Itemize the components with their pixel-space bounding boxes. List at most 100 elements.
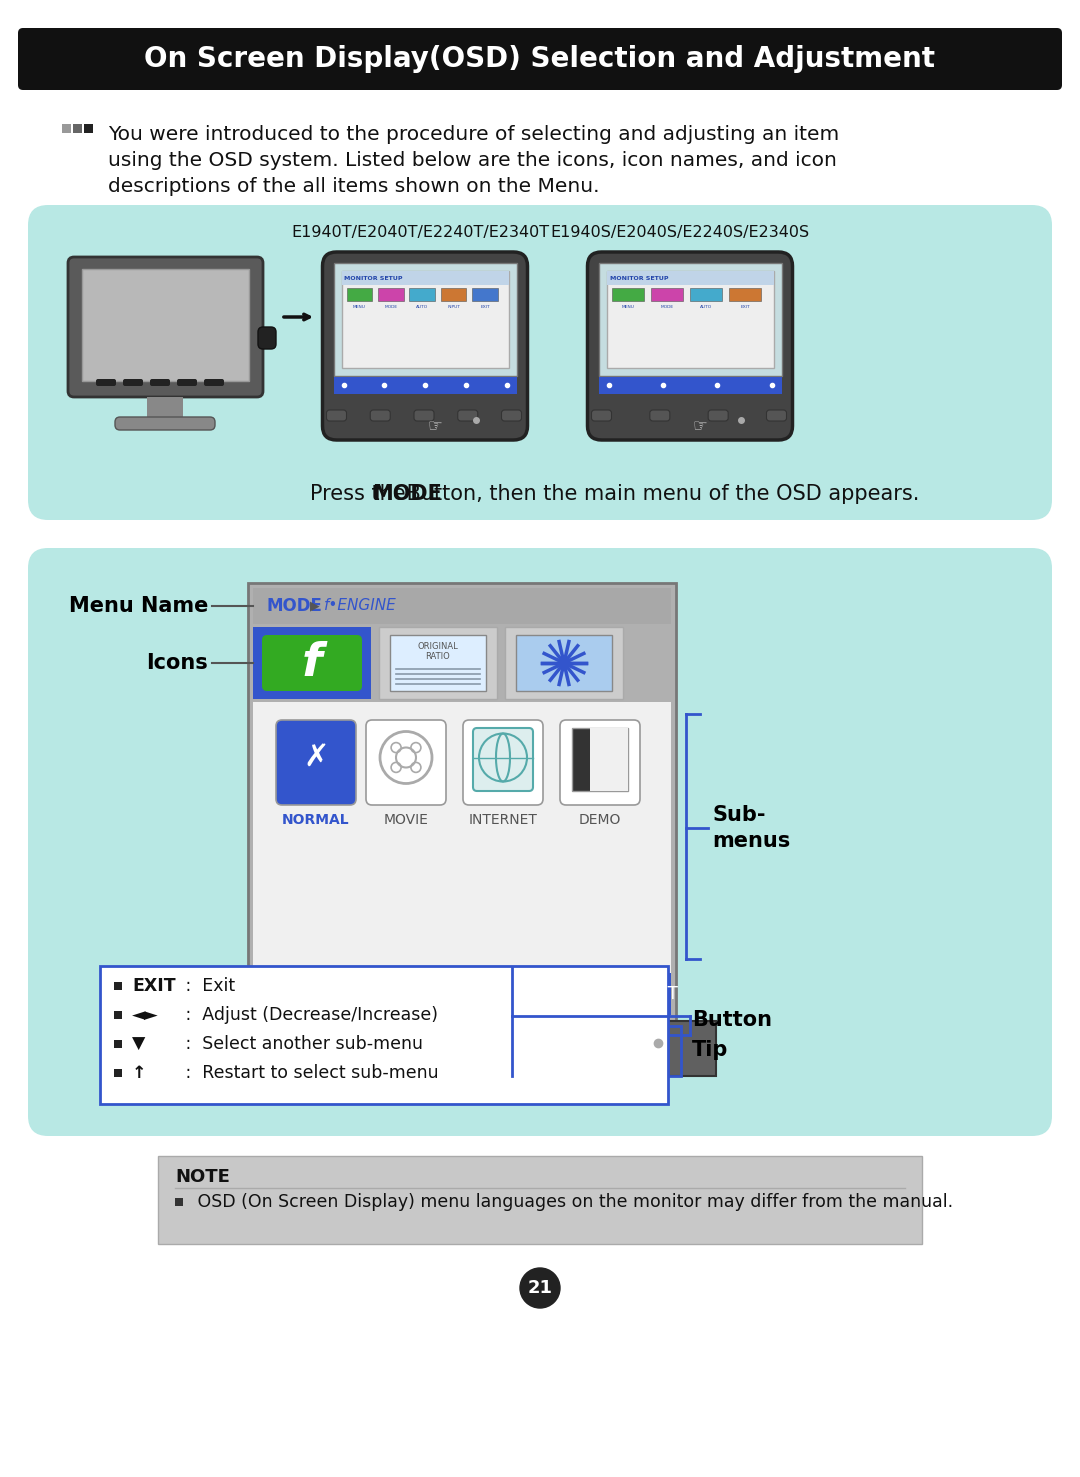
FancyBboxPatch shape — [253, 628, 372, 699]
FancyBboxPatch shape — [62, 124, 71, 133]
Text: MENU: MENU — [621, 304, 634, 309]
Text: ↑: ↑ — [132, 1063, 147, 1083]
Text: ☞: ☞ — [428, 417, 443, 436]
FancyBboxPatch shape — [767, 411, 786, 421]
FancyBboxPatch shape — [440, 1035, 474, 1052]
Text: f: f — [301, 641, 322, 685]
FancyBboxPatch shape — [561, 719, 640, 805]
FancyBboxPatch shape — [18, 28, 1062, 90]
Text: E1940T/E2040T/E2240T/E2340T: E1940T/E2040T/E2240T/E2340T — [291, 225, 549, 239]
FancyBboxPatch shape — [158, 1156, 922, 1244]
FancyBboxPatch shape — [82, 269, 249, 381]
FancyBboxPatch shape — [690, 288, 723, 301]
FancyBboxPatch shape — [651, 288, 683, 301]
Text: :  Adjust (Decrease/Increase): : Adjust (Decrease/Increase) — [180, 1006, 438, 1024]
FancyBboxPatch shape — [414, 411, 434, 421]
Text: EXIT: EXIT — [642, 985, 678, 1003]
FancyBboxPatch shape — [516, 635, 612, 691]
FancyBboxPatch shape — [458, 411, 477, 421]
Text: ↑: ↑ — [551, 985, 565, 1003]
FancyBboxPatch shape — [253, 588, 671, 623]
Text: :  Select another sub-menu: : Select another sub-menu — [180, 1035, 423, 1053]
FancyBboxPatch shape — [370, 411, 390, 421]
FancyBboxPatch shape — [334, 263, 516, 375]
Text: 21: 21 — [527, 1279, 553, 1297]
FancyBboxPatch shape — [598, 263, 782, 375]
Text: EXIT: EXIT — [481, 304, 490, 309]
FancyBboxPatch shape — [334, 377, 516, 394]
FancyBboxPatch shape — [501, 411, 522, 421]
FancyBboxPatch shape — [123, 380, 143, 385]
FancyBboxPatch shape — [96, 380, 116, 385]
Text: descriptions of the all items shown on the Menu.: descriptions of the all items shown on t… — [108, 177, 599, 196]
Text: EXIT: EXIT — [132, 976, 176, 995]
Text: :  Exit: : Exit — [180, 976, 235, 995]
FancyBboxPatch shape — [286, 728, 346, 792]
FancyBboxPatch shape — [441, 288, 467, 301]
Text: Icons: Icons — [146, 653, 208, 674]
FancyBboxPatch shape — [486, 1035, 519, 1052]
Text: NORMAL: NORMAL — [282, 812, 350, 827]
FancyBboxPatch shape — [590, 728, 627, 792]
FancyBboxPatch shape — [114, 417, 215, 430]
Text: ◄: ◄ — [582, 985, 594, 1003]
FancyBboxPatch shape — [175, 1198, 183, 1207]
FancyBboxPatch shape — [347, 288, 373, 301]
Text: ◄►: ◄► — [132, 1006, 159, 1024]
FancyBboxPatch shape — [505, 628, 623, 699]
FancyBboxPatch shape — [588, 253, 793, 440]
Text: E1940S/E2040S/E2240S/E2340S: E1940S/E2040S/E2240S/E2340S — [551, 225, 810, 239]
Text: INTERNET: INTERNET — [469, 812, 538, 827]
FancyBboxPatch shape — [84, 124, 93, 133]
Text: MODE: MODE — [372, 484, 442, 504]
FancyBboxPatch shape — [114, 1040, 122, 1049]
Text: MODE: MODE — [384, 304, 397, 309]
FancyBboxPatch shape — [473, 728, 534, 792]
Text: You were introduced to the procedure of selecting and adjusting an item: You were introduced to the procedure of … — [108, 126, 839, 143]
FancyBboxPatch shape — [366, 719, 446, 805]
Text: DEMO: DEMO — [579, 812, 621, 827]
FancyBboxPatch shape — [708, 411, 728, 421]
Text: MOVIE: MOVIE — [383, 812, 429, 827]
FancyBboxPatch shape — [348, 1035, 382, 1052]
FancyBboxPatch shape — [114, 1069, 122, 1077]
FancyBboxPatch shape — [572, 728, 627, 792]
Text: ▼: ▼ — [132, 1035, 146, 1053]
FancyBboxPatch shape — [379, 628, 497, 699]
Text: ✗: ✗ — [303, 743, 328, 772]
FancyBboxPatch shape — [611, 288, 644, 301]
FancyBboxPatch shape — [204, 380, 224, 385]
FancyBboxPatch shape — [248, 583, 676, 1031]
FancyBboxPatch shape — [253, 973, 671, 1015]
Text: INPUT: INPUT — [447, 304, 460, 309]
Text: MODE: MODE — [266, 597, 322, 614]
FancyBboxPatch shape — [276, 719, 356, 805]
FancyBboxPatch shape — [378, 288, 404, 301]
Text: OSD (On Screen Display) menu languages on the monitor may differ from the manual: OSD (On Screen Display) menu languages o… — [192, 1193, 954, 1211]
FancyBboxPatch shape — [394, 1035, 428, 1052]
FancyBboxPatch shape — [650, 411, 670, 421]
FancyBboxPatch shape — [463, 719, 543, 805]
FancyBboxPatch shape — [28, 205, 1052, 520]
FancyBboxPatch shape — [114, 982, 122, 990]
FancyBboxPatch shape — [592, 411, 611, 421]
Text: Sub-
menus: Sub- menus — [712, 805, 791, 851]
FancyBboxPatch shape — [73, 124, 82, 133]
Text: Button
Tip: Button Tip — [692, 1010, 772, 1060]
FancyBboxPatch shape — [341, 270, 509, 368]
FancyBboxPatch shape — [409, 288, 435, 301]
FancyBboxPatch shape — [100, 966, 669, 1103]
Text: Button, then the main menu of the OSD appears.: Button, then the main menu of the OSD ap… — [400, 484, 919, 504]
Text: using the OSD system. Listed below are the icons, icon names, and icon: using the OSD system. Listed below are t… — [108, 151, 837, 170]
Text: :  Restart to select sub-menu: : Restart to select sub-menu — [180, 1063, 438, 1083]
Text: MENU: MENU — [353, 304, 366, 309]
Text: ▶: ▶ — [310, 600, 320, 613]
Text: ▼: ▼ — [627, 985, 640, 1003]
FancyBboxPatch shape — [68, 257, 264, 397]
FancyBboxPatch shape — [607, 270, 773, 368]
FancyBboxPatch shape — [326, 411, 347, 421]
Circle shape — [519, 1267, 561, 1309]
FancyBboxPatch shape — [323, 253, 527, 440]
Text: On Screen Display(OSD) Selection and Adjustment: On Screen Display(OSD) Selection and Adj… — [145, 44, 935, 72]
FancyBboxPatch shape — [532, 1035, 566, 1052]
